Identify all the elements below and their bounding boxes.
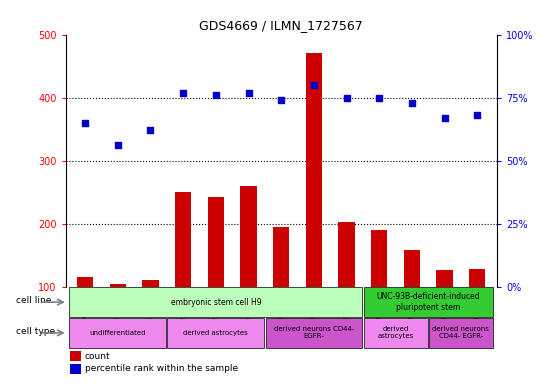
Bar [168, 318, 264, 348]
Text: UNC-93B-deficient-induced
pluripotent stem: UNC-93B-deficient-induced pluripotent st… [376, 292, 480, 312]
Bar [364, 318, 428, 348]
Text: count: count [85, 352, 110, 361]
Text: derived neurons
CD44- EGFR-: derived neurons CD44- EGFR- [432, 326, 489, 339]
Bar [175, 192, 191, 287]
Bar [69, 318, 166, 348]
Bar [207, 197, 224, 287]
Bar [306, 53, 322, 287]
Text: embryonic stem cell H9: embryonic stem cell H9 [170, 298, 261, 306]
Text: cell type: cell type [16, 327, 55, 336]
Bar [429, 318, 493, 348]
Point [375, 94, 384, 101]
Text: undifferentiated: undifferentiated [90, 330, 146, 336]
Bar [70, 351, 81, 361]
Bar [371, 230, 388, 287]
Point [342, 94, 351, 101]
Point [81, 120, 90, 126]
Bar [436, 270, 453, 287]
Bar [364, 287, 493, 317]
Bar [265, 318, 362, 348]
Bar [403, 250, 420, 287]
Title: GDS4669 / ILMN_1727567: GDS4669 / ILMN_1727567 [199, 19, 363, 32]
Text: percentile rank within the sample: percentile rank within the sample [85, 364, 238, 373]
Point [179, 89, 187, 96]
Bar [77, 277, 93, 287]
Point [244, 89, 253, 96]
Bar [143, 280, 159, 287]
Text: derived neurons CD44-
EGFR-: derived neurons CD44- EGFR- [274, 326, 354, 339]
Text: derived astrocytes: derived astrocytes [183, 330, 248, 336]
Point [473, 112, 482, 118]
Bar [70, 364, 81, 374]
Point [277, 97, 286, 103]
Text: cell line: cell line [16, 296, 51, 305]
Bar [339, 222, 355, 287]
Bar [110, 283, 126, 287]
Text: derived
astrocytes: derived astrocytes [377, 326, 414, 339]
Bar [69, 287, 362, 317]
Point [211, 92, 220, 98]
Point [114, 142, 122, 149]
Bar [273, 227, 289, 287]
Point [440, 115, 449, 121]
Point [146, 127, 155, 133]
Bar [469, 269, 485, 287]
Bar [240, 186, 257, 287]
Point [310, 82, 318, 88]
Point [407, 99, 416, 106]
